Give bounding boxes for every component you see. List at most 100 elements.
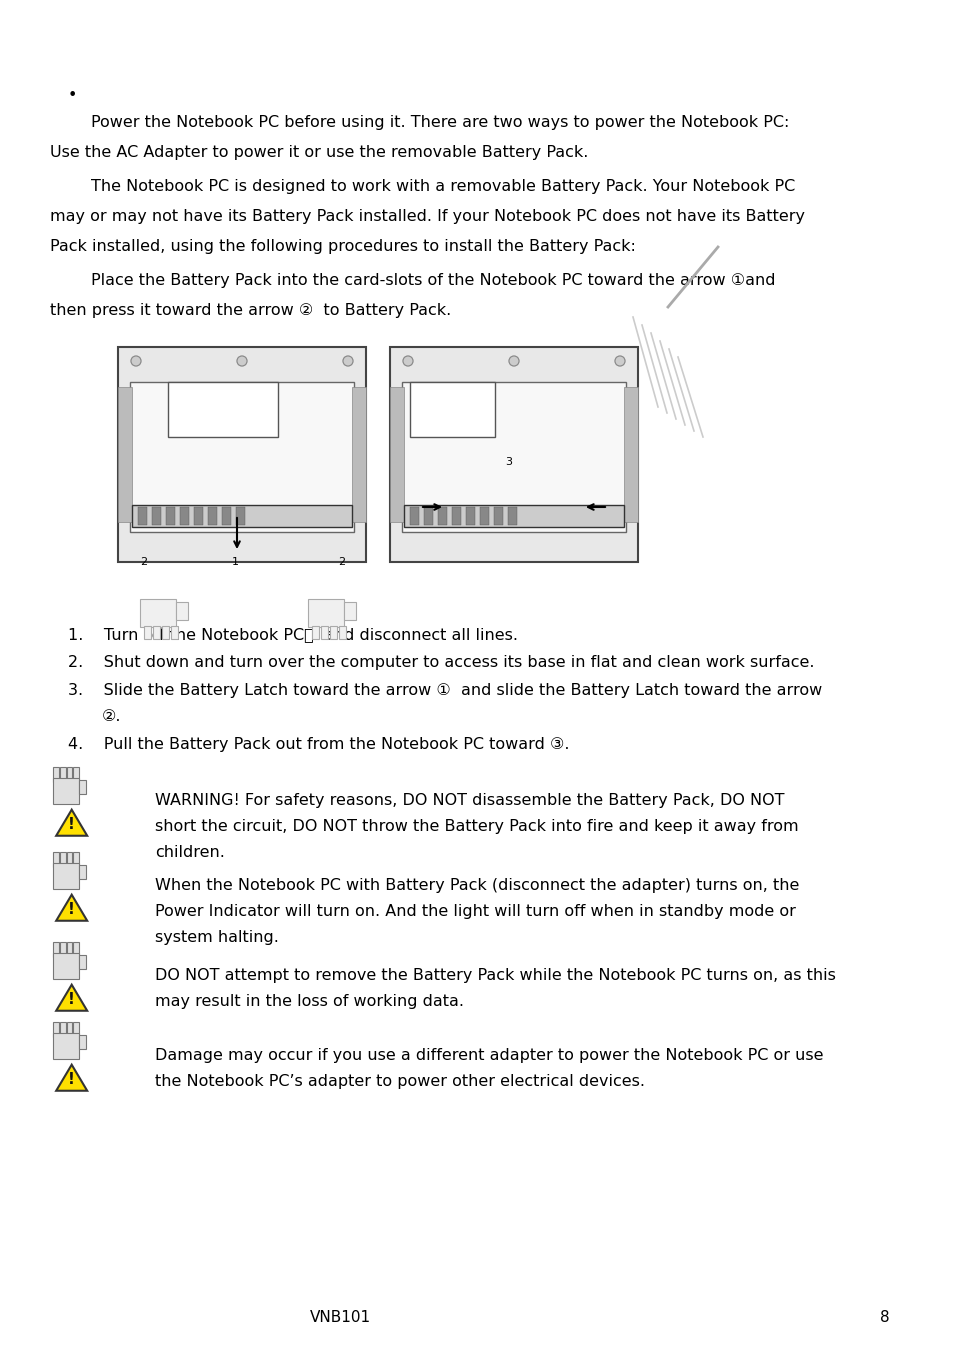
Bar xyxy=(53,779,79,804)
Bar xyxy=(152,626,160,639)
Text: 8: 8 xyxy=(879,1310,889,1325)
Bar xyxy=(320,626,328,639)
Bar xyxy=(79,865,86,879)
Text: system halting.: system halting. xyxy=(154,930,278,945)
Text: short the circuit, DO NOT throw the Battery Pack into fire and keep it away from: short the circuit, DO NOT throw the Batt… xyxy=(154,819,798,834)
Bar xyxy=(73,767,79,781)
Text: •: • xyxy=(68,88,77,103)
Bar xyxy=(53,767,59,781)
Circle shape xyxy=(343,356,353,366)
Bar xyxy=(410,507,418,525)
Text: may result in the loss of working data.: may result in the loss of working data. xyxy=(154,994,463,1009)
Bar xyxy=(60,852,66,867)
Bar xyxy=(437,507,447,525)
Bar xyxy=(465,507,475,525)
Bar xyxy=(53,942,59,957)
Text: Use the AC Adapter to power it or use the removable Battery Pack.: Use the AC Adapter to power it or use th… xyxy=(50,145,588,160)
Circle shape xyxy=(509,356,518,366)
Polygon shape xyxy=(56,984,87,1011)
Polygon shape xyxy=(56,810,87,836)
Bar xyxy=(401,383,625,531)
Bar xyxy=(330,626,336,639)
Bar xyxy=(222,507,231,525)
Text: Damage may occur if you use a different adapter to power the Notebook PC or use: Damage may occur if you use a different … xyxy=(154,1048,822,1063)
Bar xyxy=(79,780,86,795)
Bar xyxy=(60,942,66,957)
Bar xyxy=(67,767,72,781)
Bar xyxy=(235,507,245,525)
Text: !: ! xyxy=(69,991,75,1006)
Text: 2: 2 xyxy=(421,512,429,522)
Bar xyxy=(507,507,517,525)
Bar xyxy=(144,626,151,639)
Bar xyxy=(175,602,188,621)
Text: The Notebook PC is designed to work with a removable Battery Pack. Your Notebook: The Notebook PC is designed to work with… xyxy=(50,178,795,193)
Bar xyxy=(479,507,489,525)
Bar xyxy=(53,864,79,890)
Text: 1.    Turn off the Notebook PC，  and disconnect all lines.: 1. Turn off the Notebook PC， and disconn… xyxy=(68,627,517,642)
Bar xyxy=(312,626,318,639)
Bar xyxy=(132,506,352,527)
Bar xyxy=(67,942,72,957)
Bar xyxy=(53,1033,79,1059)
Bar xyxy=(452,507,460,525)
Text: When the Notebook PC with Battery Pack (disconnect the adapter) turns on, the: When the Notebook PC with Battery Pack (… xyxy=(154,877,799,894)
Text: Power Indicator will turn on. And the light will turn off when in standby mode o: Power Indicator will turn on. And the li… xyxy=(154,904,795,919)
Text: 2.    Shut down and turn over the computer to access its base in flat and clean : 2. Shut down and turn over the computer … xyxy=(68,654,814,671)
Polygon shape xyxy=(56,895,87,921)
Text: children.: children. xyxy=(154,845,225,860)
Text: 3.    Slide the Battery Latch toward the arrow ①  and slide the Battery Latch to: 3. Slide the Battery Latch toward the ar… xyxy=(68,683,821,698)
Bar xyxy=(73,852,79,867)
Bar xyxy=(344,602,355,621)
Text: ②.: ②. xyxy=(102,708,121,725)
Bar xyxy=(53,852,59,867)
Bar xyxy=(410,383,495,437)
Bar xyxy=(162,626,169,639)
Bar xyxy=(623,387,638,522)
Bar xyxy=(130,383,354,531)
Text: !: ! xyxy=(69,1072,75,1087)
Text: 2: 2 xyxy=(140,557,147,566)
Bar xyxy=(118,387,132,522)
Bar xyxy=(140,599,175,627)
Text: DO NOT attempt to remove the Battery Pack while the Notebook PC turns on, as thi: DO NOT attempt to remove the Battery Pac… xyxy=(154,968,835,983)
Bar xyxy=(403,506,623,527)
Text: the Notebook PC’s adapter to power other electrical devices.: the Notebook PC’s adapter to power other… xyxy=(154,1073,644,1088)
Bar xyxy=(138,507,147,525)
Circle shape xyxy=(131,356,141,366)
Bar xyxy=(423,507,433,525)
Bar xyxy=(168,383,277,437)
Bar xyxy=(193,507,203,525)
Bar xyxy=(171,626,178,639)
Bar xyxy=(352,387,366,522)
Circle shape xyxy=(236,356,247,366)
Bar xyxy=(67,852,72,867)
Bar xyxy=(73,1022,79,1037)
Text: Power the Notebook PC before using it. There are two ways to power the Notebook : Power the Notebook PC before using it. T… xyxy=(50,115,788,130)
Polygon shape xyxy=(56,1065,87,1091)
Bar xyxy=(60,1022,66,1037)
Bar xyxy=(208,507,216,525)
Circle shape xyxy=(402,356,413,366)
Text: !: ! xyxy=(69,817,75,831)
Text: 3: 3 xyxy=(504,457,512,466)
Circle shape xyxy=(615,356,624,366)
Bar xyxy=(73,942,79,957)
Text: 4.    Pull the Battery Pack out from the Notebook PC toward ③.: 4. Pull the Battery Pack out from the No… xyxy=(68,737,569,752)
Text: VNB101: VNB101 xyxy=(310,1310,371,1325)
Bar xyxy=(67,1022,72,1037)
Text: 1: 1 xyxy=(232,557,239,566)
Bar xyxy=(166,507,174,525)
Text: !: ! xyxy=(69,902,75,917)
Bar xyxy=(494,507,502,525)
Text: 2: 2 xyxy=(337,557,345,566)
Bar xyxy=(79,955,86,969)
Bar xyxy=(53,953,79,979)
Text: then press it toward the arrow ②  to Battery Pack.: then press it toward the arrow ② to Batt… xyxy=(50,303,451,318)
Text: Pack installed, using the following procedures to install the Battery Pack:: Pack installed, using the following proc… xyxy=(50,239,636,254)
Text: 1: 1 xyxy=(593,512,599,522)
Bar xyxy=(53,1022,59,1037)
Text: Place the Battery Pack into the card-slots of the Notebook PC toward the arrow ①: Place the Battery Pack into the card-slo… xyxy=(50,273,775,288)
Bar xyxy=(390,387,403,522)
Bar xyxy=(152,507,161,525)
